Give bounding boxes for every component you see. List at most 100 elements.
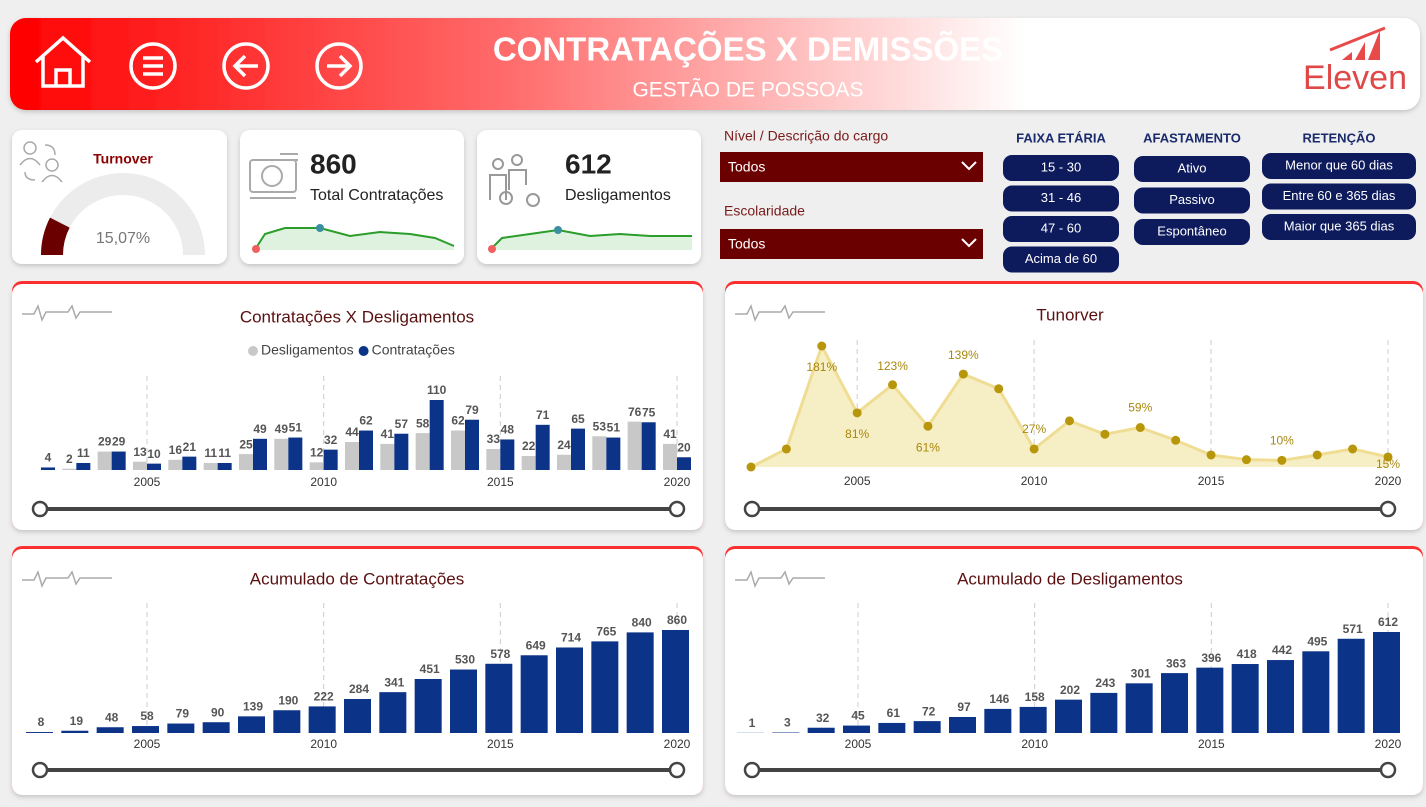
bar <box>323 449 338 470</box>
button-group-title: RETENÇÃO <box>1303 130 1376 145</box>
menu-icon[interactable] <box>129 42 177 90</box>
bar <box>61 730 89 733</box>
bar <box>1055 699 1082 733</box>
back-icon[interactable] <box>222 42 270 90</box>
data-label: 649 <box>526 638 546 652</box>
legend-label: Contratações <box>372 342 455 358</box>
filter-label: Nível / Descrição do cargo <box>724 128 888 144</box>
data-label: 2 <box>66 452 73 466</box>
data-label: 51 <box>289 421 303 435</box>
filter-button[interactable] <box>1003 246 1119 273</box>
home-icon[interactable] <box>34 35 92 88</box>
data-label: 396 <box>1201 651 1221 665</box>
data-label: 27% <box>1022 422 1046 436</box>
x-tick-label: 2005 <box>845 737 872 751</box>
nav-icons <box>34 35 363 90</box>
sparkline-area <box>256 228 454 250</box>
bar <box>641 422 656 470</box>
data-label: 62 <box>359 414 373 428</box>
sparkline-peak <box>316 224 324 232</box>
bar <box>239 454 253 470</box>
bar <box>1161 673 1188 733</box>
bar <box>450 669 477 733</box>
data-label: 840 <box>632 616 652 630</box>
data-label: 301 <box>1131 666 1151 680</box>
data-label: 71 <box>536 408 550 422</box>
point <box>1312 450 1322 460</box>
filter-button[interactable] <box>1003 216 1119 242</box>
data-label: 59% <box>1128 401 1152 415</box>
filter-button[interactable] <box>1262 183 1416 210</box>
data-label: 49 <box>253 422 267 436</box>
data-label: 11 <box>218 446 231 460</box>
data-label: 44 <box>345 425 359 439</box>
dropdown-value: Todos <box>728 159 765 175</box>
bar <box>663 443 677 470</box>
data-label: 1 <box>749 716 756 730</box>
filter-button[interactable] <box>1003 155 1119 181</box>
data-label: 3 <box>784 716 791 730</box>
bar <box>591 641 619 733</box>
data-label: 4 <box>45 451 52 465</box>
point <box>994 384 1004 394</box>
bar <box>1302 651 1330 733</box>
bar <box>62 468 77 470</box>
x-tick-label: 2015 <box>487 737 514 751</box>
filter-button-label: 47 - 60 <box>1041 220 1081 235</box>
bar <box>344 698 371 733</box>
data-label: 81% <box>845 427 869 441</box>
sliders <box>31 500 1397 779</box>
bar <box>167 723 195 733</box>
data-label: 110 <box>427 383 447 397</box>
header-bar <box>10 18 1420 110</box>
bar <box>451 430 465 470</box>
people-icon <box>19 141 63 183</box>
x-tick-label: 2010 <box>310 475 337 489</box>
data-label: 29 <box>98 435 112 449</box>
filter-button[interactable] <box>1003 185 1119 212</box>
filter-button[interactable] <box>1262 214 1416 240</box>
bar <box>1337 638 1365 733</box>
dismissals-card <box>477 130 701 264</box>
filter-button[interactable] <box>1134 156 1250 182</box>
data-label: 53 <box>593 419 607 433</box>
filter-button[interactable] <box>1134 219 1250 245</box>
dropdown[interactable] <box>720 229 983 259</box>
bar <box>606 437 621 470</box>
bar <box>309 462 324 470</box>
bar <box>203 463 218 470</box>
bar <box>465 419 479 470</box>
data-label: 62 <box>451 414 465 428</box>
bar <box>662 630 689 733</box>
dropdown[interactable] <box>720 152 983 182</box>
filter-button-label: Acima de 60 <box>1025 251 1097 266</box>
bar <box>379 692 407 733</box>
data-label: 11 <box>77 446 90 460</box>
bar <box>677 457 691 470</box>
legend-label: Desligamentos <box>261 342 354 358</box>
chart-title: Tunorver <box>1036 305 1104 324</box>
x-tick-label: 2005 <box>134 475 161 489</box>
x-tick-label: 2020 <box>1375 474 1402 488</box>
data-label: 12 <box>310 446 324 460</box>
bar <box>557 454 571 470</box>
filter-button[interactable] <box>1134 187 1250 214</box>
bar <box>380 443 395 470</box>
filter-label: Escolaridade <box>724 203 805 219</box>
bar <box>414 678 442 733</box>
data-label: 29 <box>112 435 126 449</box>
legend-marker <box>358 346 369 356</box>
data-label: 8 <box>38 715 45 729</box>
sparkline-start <box>488 245 496 253</box>
data-label: 11 <box>204 446 217 460</box>
point <box>1206 450 1216 460</box>
bar <box>878 722 906 733</box>
forward-icon[interactable] <box>315 42 363 90</box>
x-tick-label: 2010 <box>1021 474 1048 488</box>
bar <box>521 456 536 470</box>
bar <box>168 459 183 470</box>
data-label: 58 <box>140 709 154 723</box>
data-label: 139 <box>243 700 263 714</box>
filter-button[interactable] <box>1262 153 1416 179</box>
